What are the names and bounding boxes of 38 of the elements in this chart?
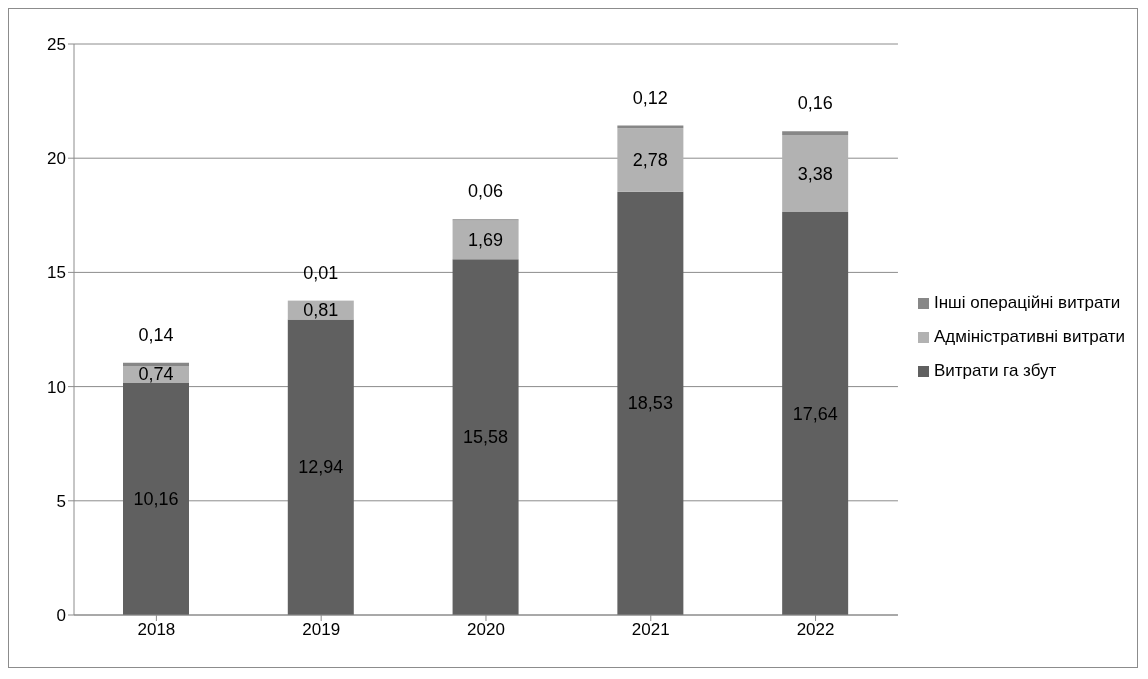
y-tick-label: 25	[47, 35, 66, 55]
bar	[123, 362, 189, 367]
data-label: 0,12	[632, 87, 668, 108]
x-tick-label: 2018	[137, 620, 176, 640]
bar	[782, 134, 849, 213]
y-tick-label: 10	[47, 377, 66, 397]
data-label: 0,16	[797, 93, 833, 114]
y-tick-label: 0	[56, 606, 66, 626]
data-label: 12,94	[298, 457, 344, 478]
bar	[782, 212, 849, 615]
bar	[452, 259, 519, 615]
bar	[617, 128, 684, 192]
data-label: 0,81	[303, 300, 339, 321]
legend-label: Адміністративні витрати	[933, 327, 1125, 347]
data-label: 1,69	[468, 229, 504, 250]
x-tick-label: 2020	[467, 620, 505, 640]
bar	[782, 131, 849, 135]
y-tick-label: 5	[56, 491, 66, 511]
data-label: 0,06	[468, 181, 504, 202]
bar	[123, 382, 189, 615]
data-label: 3,38	[797, 163, 833, 184]
data-label: 17,64	[792, 403, 838, 424]
data-label: 0,01	[303, 262, 339, 283]
data-label: 10,16	[133, 488, 179, 509]
y-tick-label: 20	[47, 149, 66, 169]
y-tick-label: 15	[47, 263, 66, 283]
data-label: 0,74	[138, 364, 174, 385]
data-label: 18,53	[627, 393, 673, 414]
data-label: 0,14	[138, 324, 174, 345]
x-tick-label: 2019	[302, 620, 341, 640]
bar	[287, 319, 354, 615]
x-tick-label: 2021	[631, 620, 670, 640]
legend-label: Інші операційні витрати	[933, 293, 1121, 313]
x-tick-label: 2022	[796, 620, 835, 640]
data-label: 2,78	[632, 150, 668, 171]
bar	[617, 191, 684, 615]
legend-label: Витрати га збут	[933, 361, 1057, 381]
data-label: 15,58	[463, 427, 509, 448]
